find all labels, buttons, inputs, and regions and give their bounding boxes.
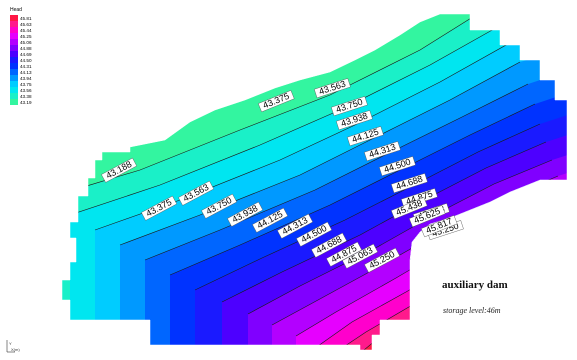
legend-swatch <box>10 57 18 63</box>
contour-label-box <box>336 110 373 131</box>
contour-label-box <box>178 180 214 206</box>
contour-label-box <box>314 78 351 99</box>
legend-swatch <box>10 15 18 21</box>
axis-indicator-label: YX(m) <box>9 341 20 352</box>
contour-label-box <box>277 213 313 239</box>
legend-swatch <box>10 63 18 69</box>
legend-swatch <box>10 81 18 87</box>
axis-indicator-line: Y <box>9 341 12 346</box>
legend-value: 44.13 <box>20 70 32 75</box>
axis-indicator-line: X(m) <box>11 347 20 352</box>
contour-label-box <box>252 207 288 233</box>
legend-value: 45.06 <box>20 40 32 45</box>
legend-swatch <box>10 69 18 75</box>
contour-label-box <box>201 193 237 219</box>
contour-label-box <box>296 221 332 247</box>
contour-label-box <box>101 157 137 183</box>
legend-swatch <box>10 87 18 93</box>
legend-value: 43.38 <box>20 94 32 99</box>
contour-label-box <box>364 141 401 162</box>
legend-swatches: 45.8145.6345.4445.2545.0644.8844.6944.50… <box>10 15 32 105</box>
legend-value: 45.81 <box>20 16 32 21</box>
legend-swatch <box>10 21 18 27</box>
legend-value: 43.75 <box>20 82 32 87</box>
legend-title: Head <box>10 7 22 13</box>
legend-value: 45.44 <box>20 28 32 33</box>
contour-label-box <box>379 156 416 177</box>
legend-value: 43.94 <box>20 76 32 81</box>
legend: Head 45.8145.6345.4445.2545.0644.8844.69… <box>10 7 32 105</box>
legend-swatch <box>10 99 18 105</box>
legend-value: 43.56 <box>20 88 32 93</box>
axis-indicator: YX(m) <box>6 340 20 353</box>
contour-label-box <box>311 232 347 258</box>
legend-value: 43.19 <box>20 100 32 105</box>
legend-value: 44.88 <box>20 46 32 51</box>
legend-value: 44.50 <box>20 58 32 63</box>
contour-label-box <box>364 247 400 273</box>
legend-swatch <box>10 33 18 39</box>
contour-label-box <box>342 243 378 269</box>
contour-label-box <box>347 126 384 147</box>
contour-label-box <box>420 215 458 238</box>
legend-value: 45.25 <box>20 34 32 39</box>
contour-label-box <box>227 201 263 227</box>
contour-label-box <box>408 205 446 228</box>
legend-value: 44.31 <box>20 64 32 69</box>
legend-swatch <box>10 39 18 45</box>
legend-swatch <box>10 93 18 99</box>
contour-label-box <box>331 96 368 117</box>
domain-outline <box>61 13 568 351</box>
contour-label-box <box>326 241 362 267</box>
annotation-title: auxiliary dam <box>442 279 508 291</box>
legend-swatch <box>10 75 18 81</box>
contour-label-box <box>391 173 428 194</box>
annotation-subtitle: storage level:46m <box>443 306 501 315</box>
legend-value: 45.63 <box>20 22 32 27</box>
contour-label-box <box>390 197 428 220</box>
legend-swatch <box>10 45 18 51</box>
legend-swatch <box>10 27 18 33</box>
contour-label-box <box>141 195 177 221</box>
contour-label-box <box>257 90 295 113</box>
legend-value: 44.69 <box>20 52 32 57</box>
legend-swatch <box>10 51 18 57</box>
